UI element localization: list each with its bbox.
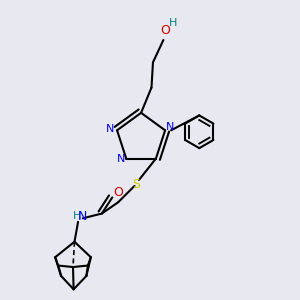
Text: S: S <box>133 178 141 191</box>
Text: N: N <box>78 210 88 223</box>
Text: N: N <box>106 124 115 134</box>
Text: H: H <box>73 211 81 221</box>
Text: N: N <box>166 122 175 132</box>
Text: N: N <box>117 154 125 164</box>
Text: O: O <box>160 24 170 37</box>
Text: H: H <box>169 18 177 28</box>
Text: O: O <box>113 186 123 199</box>
